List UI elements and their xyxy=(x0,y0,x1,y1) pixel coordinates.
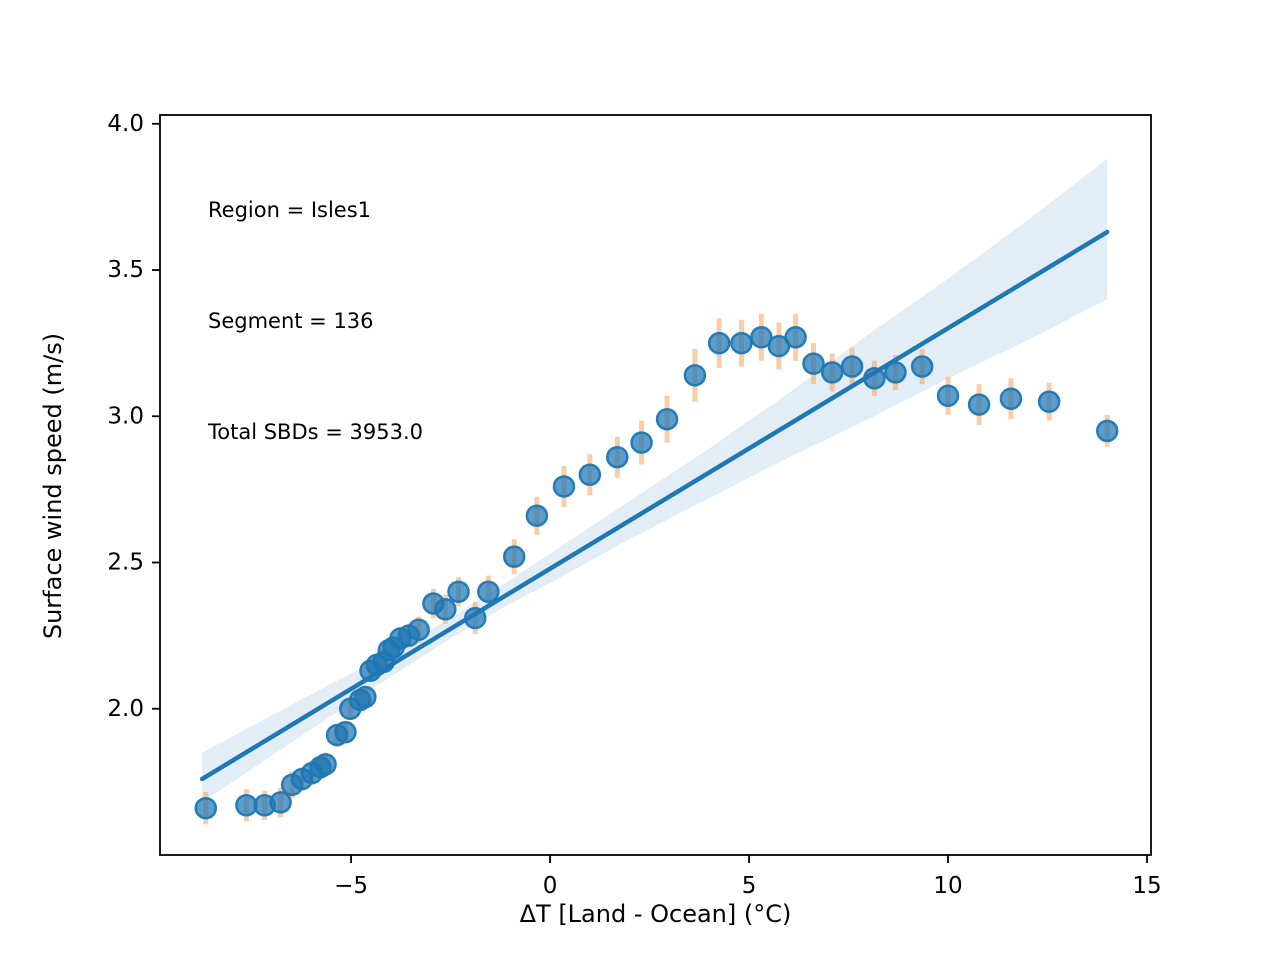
data-point xyxy=(502,545,526,568)
data-point xyxy=(477,580,500,604)
data-point xyxy=(820,361,844,384)
data-point xyxy=(750,326,773,349)
data-point xyxy=(334,720,357,744)
data-point xyxy=(999,387,1023,410)
data-point xyxy=(434,598,457,621)
y-tick-label: 4.0 xyxy=(107,111,144,137)
x-tick-label: −5 xyxy=(334,873,368,899)
data-point xyxy=(407,618,430,642)
data-point xyxy=(967,393,991,416)
data-point xyxy=(784,326,807,349)
regression-line xyxy=(199,229,1110,782)
data-point xyxy=(802,352,825,375)
annotation-total-sbds: Total SBDs = 3953.0 xyxy=(208,420,423,444)
data-point xyxy=(578,463,602,487)
data-point xyxy=(1095,419,1119,443)
x-tick-label: 10 xyxy=(933,873,962,899)
y-tick-label: 2.0 xyxy=(107,696,144,722)
data-point xyxy=(840,355,864,378)
data-point xyxy=(235,794,258,817)
axes-spines xyxy=(159,114,1152,856)
data-point xyxy=(1037,390,1061,413)
y-axis-label: Surface wind speed (m/s) xyxy=(39,332,67,640)
data-point xyxy=(910,355,934,378)
data-point xyxy=(194,796,218,820)
x-tick-label: 15 xyxy=(1132,873,1161,899)
data-point xyxy=(606,445,629,469)
data-point xyxy=(630,431,653,454)
stats-annotation: Region = Isles1 Segment = 136 Total SBDs… xyxy=(208,118,423,525)
data-point xyxy=(683,364,707,387)
data-point xyxy=(707,331,731,355)
data-point xyxy=(447,580,470,604)
data-point xyxy=(354,685,377,709)
annotation-region: Region = Isles1 xyxy=(208,198,372,222)
data-point xyxy=(269,791,292,814)
annotation-segment: Segment = 136 xyxy=(208,309,374,333)
y-tick-label: 3.5 xyxy=(107,257,144,283)
data-point xyxy=(552,475,576,498)
data-point xyxy=(936,384,960,408)
data-point xyxy=(525,504,549,527)
data-point xyxy=(655,407,679,431)
data-point xyxy=(730,331,753,355)
x-axis-label: ΔT [Land - Ocean] (°C) xyxy=(519,900,792,928)
y-tick-label: 2.5 xyxy=(107,550,144,576)
x-tick-label: 0 xyxy=(543,873,558,899)
y-tick-label: 3.0 xyxy=(107,403,144,429)
data-point xyxy=(314,753,337,776)
x-tick-label: 5 xyxy=(742,873,757,899)
